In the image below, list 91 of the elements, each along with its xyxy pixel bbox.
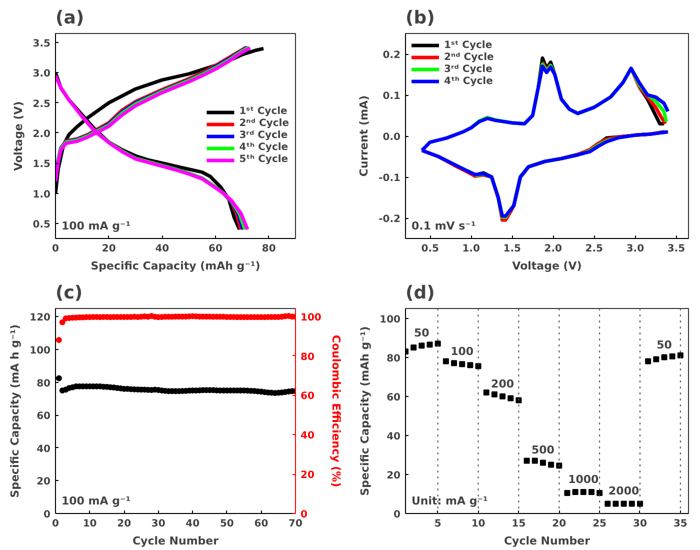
- x-tick-label: 15: [512, 518, 526, 530]
- x-axis-title: Cycle Number: [504, 534, 591, 548]
- y-tick-label: 60: [36, 411, 51, 422]
- legend-label: 5ᵗʰ Cycle: [239, 154, 288, 166]
- annotation: 2000: [608, 484, 640, 498]
- annotation: Unit: mA g⁻¹: [412, 494, 488, 508]
- x-tick-label: 0: [52, 244, 60, 254]
- y-tick-label: 2.5: [32, 98, 51, 110]
- y-tick-label: 40: [36, 444, 51, 455]
- x-tick-label: 60: [254, 518, 268, 530]
- x-axis-title: Specific Capacity (mAh g⁻¹): [90, 260, 260, 272]
- y-tick-label: 0: [44, 510, 51, 520]
- x-tick-label: 40: [186, 518, 200, 530]
- y-axis-title: Specific Capacity (mAh g⁻¹): [358, 326, 372, 496]
- y-tick-label: -0.1: [378, 173, 401, 184]
- x-tick-label: 2.5: [585, 244, 604, 254]
- y-tick-label: 0.5: [32, 219, 51, 230]
- annotation: 50: [656, 338, 672, 352]
- x-axis-title: Voltage (V): [512, 260, 582, 272]
- annotation: 50: [414, 326, 430, 340]
- y-tick-label: 1.0: [32, 189, 51, 200]
- y-tick-label: 100: [380, 314, 401, 326]
- y-tick-label: 3.5: [32, 38, 51, 50]
- chart-title: (b): [406, 8, 435, 28]
- y2-tick-label: 100: [300, 312, 322, 324]
- annotation: 100 mA g⁻¹: [62, 220, 131, 232]
- legend-label: 2ⁿᵈ Cycle: [444, 51, 494, 63]
- x-tick-label: 2.0: [544, 244, 562, 254]
- y-tick-label: 100: [30, 346, 51, 356]
- legend-label: 4ᵗʰ Cycle: [444, 75, 493, 87]
- x-tick-label: 30: [633, 518, 647, 530]
- annotation: 0.1 mV s⁻¹: [412, 220, 476, 232]
- x-tick-label: 1.0: [462, 244, 480, 254]
- y-tick-label: 40: [386, 431, 401, 442]
- x-tick-label: 5: [434, 518, 442, 530]
- x-tick-label: 20: [117, 518, 132, 530]
- y-tick-label: 60: [386, 392, 401, 404]
- x-tick-label: 30: [151, 518, 166, 530]
- y-tick-label: 0: [394, 510, 401, 520]
- y-tick-label: 1.5: [32, 159, 51, 170]
- y-tick-label: 20: [386, 470, 401, 482]
- y2-tick-label: 20: [300, 470, 314, 482]
- x-tick-label: 10: [471, 518, 486, 530]
- chart-title: (d): [406, 282, 435, 304]
- y-tick-label: 20: [36, 476, 51, 488]
- y2-tick-label: 60: [300, 391, 314, 402]
- x-tick-label: 35: [673, 518, 688, 530]
- annotation: 200: [491, 377, 514, 390]
- y-axis-title: Voltage (V): [12, 101, 25, 171]
- y2-tick-label: 80: [300, 352, 314, 363]
- annotation: 500: [531, 444, 555, 457]
- y-tick-label: 80: [36, 378, 51, 390]
- annotation: 100 mA g⁻¹: [62, 494, 131, 508]
- annotation: 100: [450, 345, 474, 358]
- x-tick-label: 80: [262, 244, 276, 254]
- y-tick-label: 3.0: [32, 68, 51, 80]
- x-tick-label: 3.5: [667, 244, 686, 254]
- legend-label: 1ˢᵗ Cycle: [239, 106, 288, 118]
- chart-title: (a): [56, 8, 84, 28]
- x-tick-label: 40: [155, 244, 170, 254]
- x-tick-label: 20: [102, 244, 116, 254]
- y2-axis-title: Coulombic Efficiency (%): [329, 334, 342, 488]
- y-tick-label: 120: [30, 312, 51, 324]
- chart-title: (c): [56, 282, 83, 304]
- y-tick-label: 0.2: [382, 50, 401, 61]
- x-tick-label: 3.0: [626, 244, 644, 254]
- x-tick-label: 20: [552, 518, 566, 530]
- y-tick-label: -0.2: [378, 214, 401, 225]
- legend-label: 2ⁿᵈ Cycle: [239, 118, 289, 130]
- x-tick-label: 60: [208, 244, 222, 254]
- legend-label: 4ᵗʰ Cycle: [239, 142, 288, 154]
- y-axis-title: Specific Capacity (mA h g⁻¹): [8, 324, 22, 498]
- y-tick-label: 0.0: [382, 132, 401, 143]
- legend-label: 1ˢᵗ Cycle: [444, 39, 492, 51]
- x-tick-label: 70: [288, 518, 302, 530]
- legend-label: 3ʳᵈ Cycle: [239, 130, 288, 142]
- y2-tick-label: 0: [300, 510, 308, 520]
- x-tick-label: 0: [52, 518, 60, 530]
- legend-label: 3ʳᵈ Cycle: [444, 63, 492, 75]
- x-tick-label: 50: [220, 518, 234, 530]
- x-tick-label: 0.5: [421, 244, 440, 254]
- y-tick-label: 0.1: [382, 91, 401, 102]
- y-tick-label: 80: [386, 353, 401, 364]
- y2-tick-label: 40: [300, 430, 314, 442]
- x-tick-label: 25: [592, 518, 607, 530]
- y-axis-title: Current (mA): [358, 95, 371, 177]
- annotation: 1000: [568, 473, 600, 486]
- y-tick-label: 2.0: [32, 128, 51, 140]
- x-tick-label: 10: [82, 518, 97, 530]
- x-tick-label: 1.5: [503, 244, 522, 254]
- x-axis-title: Cycle Number: [132, 534, 220, 548]
